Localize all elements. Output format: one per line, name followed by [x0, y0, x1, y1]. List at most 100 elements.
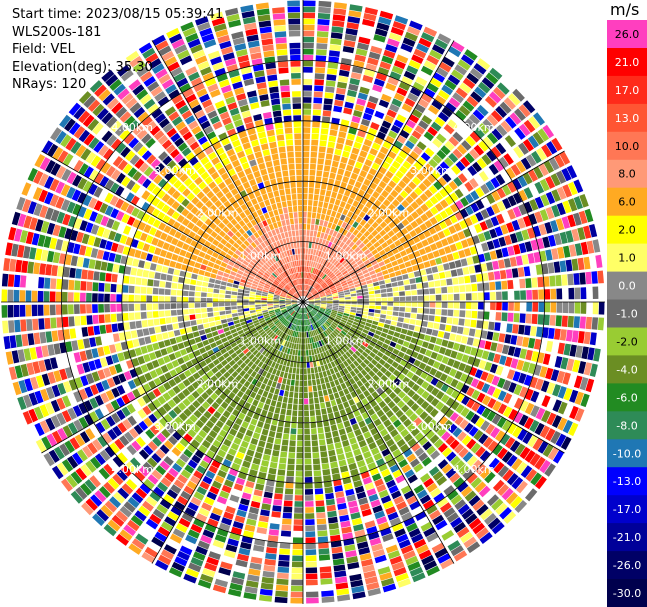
velocity-gate	[56, 462, 69, 476]
velocity-gate	[126, 444, 137, 456]
velocity-gate	[393, 386, 402, 395]
velocity-gate	[99, 202, 109, 214]
velocity-gate	[292, 311, 296, 317]
velocity-gate	[428, 158, 438, 169]
velocity-gate	[85, 349, 93, 360]
velocity-gate	[361, 144, 370, 153]
velocity-gate	[391, 490, 402, 500]
velocity-gate	[240, 243, 247, 250]
velocity-gate	[476, 504, 489, 516]
velocity-gate	[257, 388, 264, 396]
velocity-gate	[429, 77, 442, 88]
velocity-gate	[350, 326, 357, 332]
velocity-gate	[179, 348, 188, 356]
velocity-gate	[289, 289, 295, 294]
velocity-gate	[135, 320, 142, 329]
velocity-gate	[351, 517, 363, 526]
velocity-gate	[210, 375, 218, 383]
velocity-gate	[279, 304, 286, 306]
velocity-gate	[432, 154, 443, 164]
velocity-gate	[255, 306, 262, 310]
velocity-gate	[23, 246, 31, 259]
velocity-gate	[235, 366, 243, 374]
velocity-gate	[514, 108, 526, 121]
velocity-gate	[353, 448, 362, 457]
velocity-gate	[152, 388, 162, 398]
velocity-gate	[245, 429, 254, 437]
velocity-gate	[514, 290, 520, 300]
velocity-gate	[132, 258, 140, 267]
velocity-gate	[318, 320, 323, 325]
velocity-gate	[427, 343, 435, 351]
velocity-gate	[340, 319, 347, 324]
velocity-gate	[238, 412, 246, 420]
velocity-gate	[214, 226, 222, 234]
velocity-gate	[553, 233, 562, 246]
velocity-gate	[522, 361, 531, 373]
velocity-gate	[319, 279, 324, 285]
velocity-gate	[310, 337, 314, 343]
velocity-gate	[383, 225, 391, 233]
velocity-gate	[556, 302, 563, 313]
velocity-gate	[337, 334, 343, 340]
velocity-gate	[430, 121, 442, 132]
velocity-gate	[356, 307, 363, 311]
velocity-gate	[320, 281, 325, 286]
velocity-gate	[330, 399, 337, 407]
velocity-gate	[168, 244, 176, 253]
velocity-gate	[330, 38, 342, 46]
velocity-gate	[33, 170, 44, 185]
velocity-gate	[354, 161, 363, 169]
velocity-gate	[209, 244, 217, 251]
velocity-gate	[83, 400, 94, 412]
velocity-gate	[487, 517, 501, 530]
velocity-gate	[283, 312, 289, 316]
velocity-gate	[325, 343, 330, 350]
velocity-gate	[134, 158, 145, 169]
velocity-gate	[285, 299, 291, 301]
velocity-gate	[101, 379, 110, 391]
velocity-gate	[303, 97, 312, 103]
velocity-gate	[332, 306, 339, 310]
velocity-gate	[343, 420, 351, 428]
velocity-gate	[311, 428, 317, 435]
velocity-gate	[38, 277, 45, 289]
velocity-gate	[67, 455, 79, 469]
velocity-gate	[502, 469, 514, 482]
velocity-gate	[322, 284, 328, 289]
velocity-gate	[387, 230, 395, 238]
velocity-gate	[255, 407, 262, 415]
velocity-gate	[361, 245, 368, 252]
velocity-gate	[278, 560, 290, 567]
velocity-gate	[395, 343, 402, 351]
velocity-gate	[299, 319, 302, 326]
velocity-gate	[309, 410, 315, 416]
velocity-gate	[293, 294, 299, 299]
velocity-gate	[429, 243, 438, 251]
velocity-gate	[530, 405, 540, 418]
velocity-gate	[56, 412, 67, 426]
velocity-gate	[230, 246, 237, 253]
velocity-gate	[335, 344, 341, 351]
velocity-gate	[369, 298, 375, 302]
velocity-gate	[137, 385, 147, 396]
velocity-gate	[323, 481, 333, 488]
velocity-gate	[351, 302, 357, 305]
velocity-gate	[244, 415, 252, 423]
velocity-gate	[249, 404, 257, 412]
velocity-gate	[230, 526, 242, 535]
velocity-gate	[201, 401, 210, 410]
velocity-gate	[173, 179, 183, 189]
velocity-gate	[75, 268, 82, 279]
velocity-gate	[238, 446, 247, 454]
velocity-gate	[144, 261, 151, 270]
velocity-gate	[332, 251, 338, 258]
velocity-gate	[371, 277, 379, 283]
velocity-gate	[516, 336, 524, 347]
velocity-gate	[85, 373, 95, 385]
velocity-gate	[99, 272, 106, 282]
velocity-gate	[208, 337, 215, 344]
velocity-gate	[211, 459, 221, 469]
velocity-gate	[311, 288, 316, 294]
velocity-gate	[491, 498, 504, 511]
